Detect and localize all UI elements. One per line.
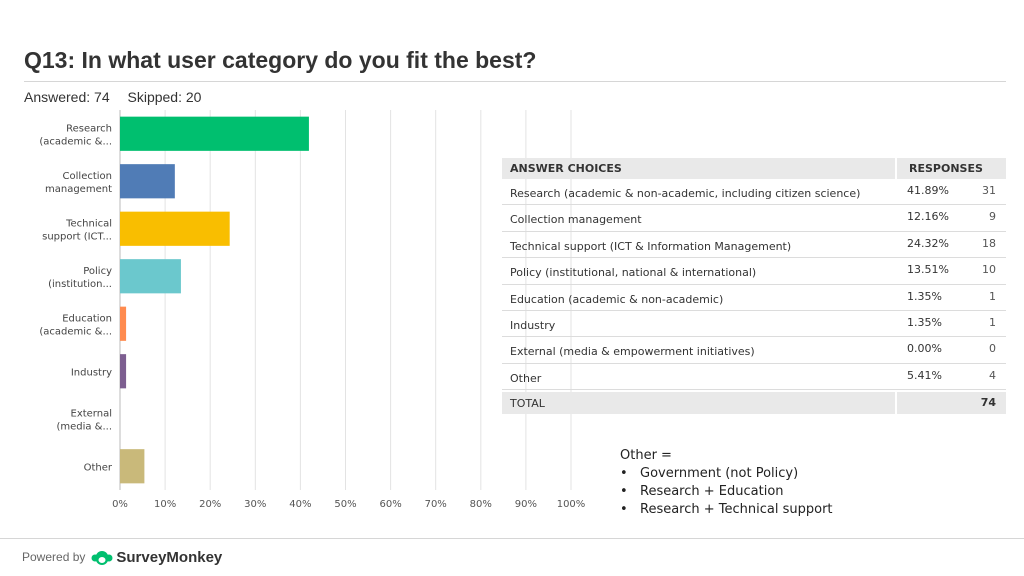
skipped-count: Skipped: 20 [127, 89, 202, 105]
x-tick-label: 80% [470, 499, 492, 510]
response-percent: 0.00% [907, 342, 942, 356]
response-percent: 24.32% [907, 236, 949, 250]
response-percent: 1.35% [907, 289, 942, 303]
x-tick-label: 100% [557, 499, 586, 510]
answer-choice: Technical support (ICT & Information Man… [510, 239, 792, 253]
response-count: 1 [989, 289, 996, 303]
table-row: Policy (institutional, national & intern… [502, 258, 1006, 285]
x-tick-label: 70% [425, 499, 447, 510]
title-divider [24, 81, 1006, 82]
x-tick-label: 10% [154, 499, 176, 510]
brand-name: SurveyMonkey [116, 548, 223, 566]
table-row: Technical support (ICT & Information Man… [502, 232, 1006, 259]
bar [120, 354, 127, 389]
bar [120, 116, 309, 151]
answer-choice: Industry [510, 318, 556, 332]
table-row: Education (academic & non-academic) 1.35%… [502, 285, 1006, 311]
responses-table: ANSWER CHOICES RESPONSES Research (acade… [502, 158, 1006, 415]
category-label: Policy (institution... [48, 266, 112, 290]
table-row: Industry 1.35% 1 [502, 311, 1006, 338]
note-item: Research + Technical support [620, 502, 833, 517]
note-item: Government (not Policy) [620, 466, 833, 481]
answered-count: Answered: 74 [24, 89, 110, 105]
response-count: 0 [989, 342, 996, 356]
x-tick-label: 90% [515, 499, 537, 510]
bar-chart: 0% 10% 20% 30% 40% 50% 60% 70% 80% 90% 100% Researc… [39, 110, 586, 510]
x-tick-label: 30% [244, 499, 266, 510]
powered-by-label: Powered by [22, 550, 86, 564]
answer-choice: Education (academic & non-academic) [510, 292, 724, 306]
other-note: Other = Government (not Policy) Research … [620, 448, 833, 517]
x-tick-label: 20% [199, 499, 221, 510]
response-stats: Answered: 74 Skipped: 20 [24, 89, 215, 105]
note-list: Government (not Policy) Research + Educat… [620, 466, 833, 517]
answer-choice: Collection management [510, 213, 642, 227]
category-label: Collection management [45, 171, 112, 195]
total-value: 74 [895, 392, 1006, 415]
bar [120, 449, 145, 484]
table-row: Other 5.41% 4 [502, 364, 1006, 391]
header-answer-choices: ANSWER CHOICES [510, 162, 622, 175]
footer-divider [0, 538, 1024, 539]
bar [120, 211, 230, 246]
category-label: Other [84, 462, 113, 473]
page-title: Q13: In what user category do you fit th… [24, 47, 537, 73]
answer-choice: Other [510, 371, 542, 385]
category-label: Technical support (ICT... [42, 218, 112, 242]
header-responses: RESPONSES [895, 158, 1006, 179]
response-percent: 13.51% [907, 263, 949, 277]
category-label: Education (academic &... [39, 313, 112, 337]
response-percent: 12.16% [907, 210, 949, 224]
footer: Powered by SurveyMonkey [22, 548, 222, 566]
bar [120, 164, 175, 199]
table-row: Collection management 12.16% 9 [502, 205, 1006, 232]
table-header: ANSWER CHOICES RESPONSES [502, 158, 1006, 179]
category-label: Industry [71, 367, 112, 378]
response-count: 9 [989, 210, 996, 224]
note-heading: Other = [620, 448, 672, 463]
total-label: TOTAL [510, 396, 545, 410]
answer-choice: External (media & empowerment initiative… [510, 345, 755, 359]
table-total-row: TOTAL 74 [502, 392, 1006, 415]
response-count: 18 [982, 236, 996, 250]
note-item: Research + Education [620, 484, 833, 499]
table-row: External (media & empowerment initiative… [502, 337, 1006, 364]
response-count: 10 [982, 263, 996, 277]
response-percent: 1.35% [907, 315, 942, 329]
x-tick-label: 40% [289, 499, 311, 510]
x-tick-label: 60% [379, 499, 401, 510]
bar [120, 259, 181, 294]
category-label: Research (academic &... [39, 123, 112, 147]
category-label: External (media &... [56, 408, 112, 432]
answer-choice: Policy (institutional, national & intern… [510, 266, 757, 280]
response-count: 1 [989, 315, 996, 329]
answer-choice: Research (academic & non-academic, inclu… [510, 187, 861, 200]
bar [120, 306, 127, 341]
surveymonkey-logo-icon [91, 551, 113, 565]
table-row: Research (academic & non-academic, inclu… [502, 179, 1006, 206]
x-tick-label: 0% [112, 499, 128, 510]
response-percent: 41.89% [907, 184, 949, 197]
x-tick-label: 50% [334, 499, 356, 510]
response-count: 4 [989, 368, 996, 382]
response-percent: 5.41% [907, 368, 942, 382]
table-body: Research (academic & non-academic, inclu… [502, 179, 1006, 391]
response-count: 31 [982, 184, 996, 197]
